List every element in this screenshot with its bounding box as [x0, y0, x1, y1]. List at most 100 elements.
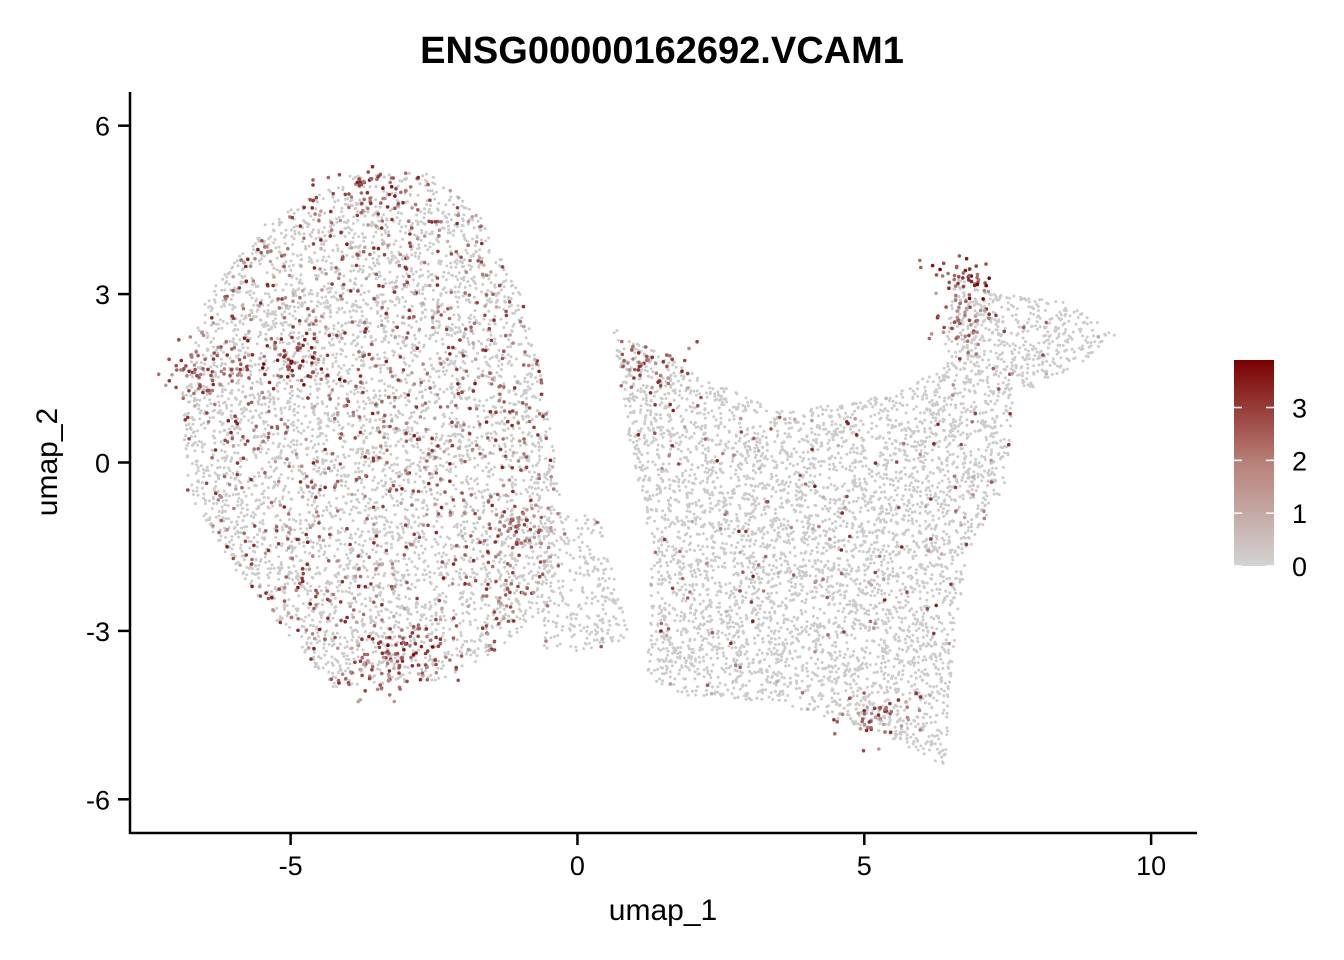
cell-point	[324, 259, 328, 263]
cell-point	[227, 282, 231, 286]
cell-point	[374, 184, 378, 188]
cell-point	[294, 613, 298, 617]
cell-point	[267, 576, 271, 580]
cell-point	[392, 254, 395, 258]
cell-point	[279, 518, 282, 522]
cell-point	[476, 219, 480, 223]
cell-point	[542, 537, 546, 541]
cell-point	[248, 409, 252, 413]
cell-point	[488, 274, 491, 277]
cell-point	[193, 441, 197, 444]
cell-point	[384, 334, 388, 338]
cell-point	[401, 296, 405, 299]
cell-point	[242, 280, 246, 284]
cell-point	[341, 292, 345, 296]
cell-point	[342, 567, 346, 571]
cell-point	[228, 469, 232, 473]
cell-point	[236, 328, 240, 332]
cell-point	[363, 429, 367, 433]
cell-point	[531, 574, 535, 578]
cell-point	[510, 444, 514, 448]
cell-point	[336, 455, 340, 458]
cell-point	[470, 360, 474, 363]
cell-point	[422, 641, 426, 644]
cell-point	[352, 269, 356, 272]
cell-point	[273, 317, 277, 321]
cell-point	[338, 635, 342, 639]
cell-point	[289, 268, 293, 272]
cell-point	[320, 270, 324, 274]
cell-point	[398, 484, 402, 488]
cell-point	[212, 363, 216, 367]
cell-point	[368, 537, 372, 541]
cell-point	[263, 239, 267, 243]
cell-point	[431, 321, 435, 325]
cell-point	[469, 597, 473, 601]
cell-point	[517, 607, 521, 611]
cell-point	[337, 538, 341, 542]
cell-point	[502, 308, 506, 311]
cell-point	[478, 425, 482, 429]
cell-point	[426, 262, 430, 266]
cell-point	[242, 490, 246, 494]
cell-point	[476, 351, 480, 355]
cell-point	[467, 207, 471, 211]
cell-point	[305, 221, 309, 225]
cell-point	[198, 411, 202, 415]
cell-point	[435, 436, 439, 439]
cell-point	[503, 442, 507, 446]
cell-point	[312, 651, 316, 654]
cell-point	[538, 454, 542, 458]
cell-point	[362, 239, 366, 243]
cell-point	[213, 300, 217, 304]
cell-point	[330, 661, 334, 665]
cell-point	[465, 475, 469, 479]
cell-point	[366, 396, 370, 400]
cell-point	[437, 566, 441, 570]
cell-point	[347, 658, 351, 662]
cell-point	[274, 545, 278, 549]
cell-point	[498, 495, 502, 499]
cell-point	[395, 388, 398, 392]
cell-point	[484, 360, 488, 364]
cell-point	[429, 618, 432, 622]
cell-point	[273, 407, 277, 411]
cell-point	[295, 426, 299, 430]
cell-point	[325, 305, 329, 308]
cell-point	[325, 505, 329, 509]
cell-point	[391, 653, 395, 657]
cell-point	[410, 343, 414, 347]
cell-point	[237, 479, 241, 483]
cell-point	[441, 275, 445, 279]
cell-point	[422, 578, 426, 582]
cell-point	[297, 575, 301, 579]
cell-point	[450, 411, 454, 415]
cell-point	[328, 308, 332, 312]
cell-point	[303, 650, 307, 654]
cell-point	[519, 444, 522, 448]
cell-point	[409, 351, 413, 355]
cell-point	[356, 488, 360, 492]
cell-point	[396, 504, 400, 507]
cell-point	[264, 420, 268, 424]
cell-point	[203, 502, 207, 506]
cell-point	[199, 464, 203, 468]
cell-point	[491, 452, 495, 456]
cell-point	[277, 217, 281, 221]
cell-point	[337, 267, 341, 271]
cell-point	[428, 575, 432, 579]
cell-point	[481, 469, 485, 473]
cell-point	[263, 402, 267, 406]
cell-point	[306, 342, 310, 346]
cell-point	[332, 466, 336, 470]
cell-point	[356, 511, 360, 515]
cell-point	[276, 514, 279, 517]
cell-point	[482, 328, 485, 332]
cell-point	[395, 640, 399, 644]
cell-point	[437, 622, 441, 626]
cell-point	[283, 236, 287, 239]
cell-point	[340, 287, 344, 290]
cell-point	[358, 447, 362, 451]
cell-point	[349, 448, 353, 451]
cell-point	[221, 277, 225, 281]
